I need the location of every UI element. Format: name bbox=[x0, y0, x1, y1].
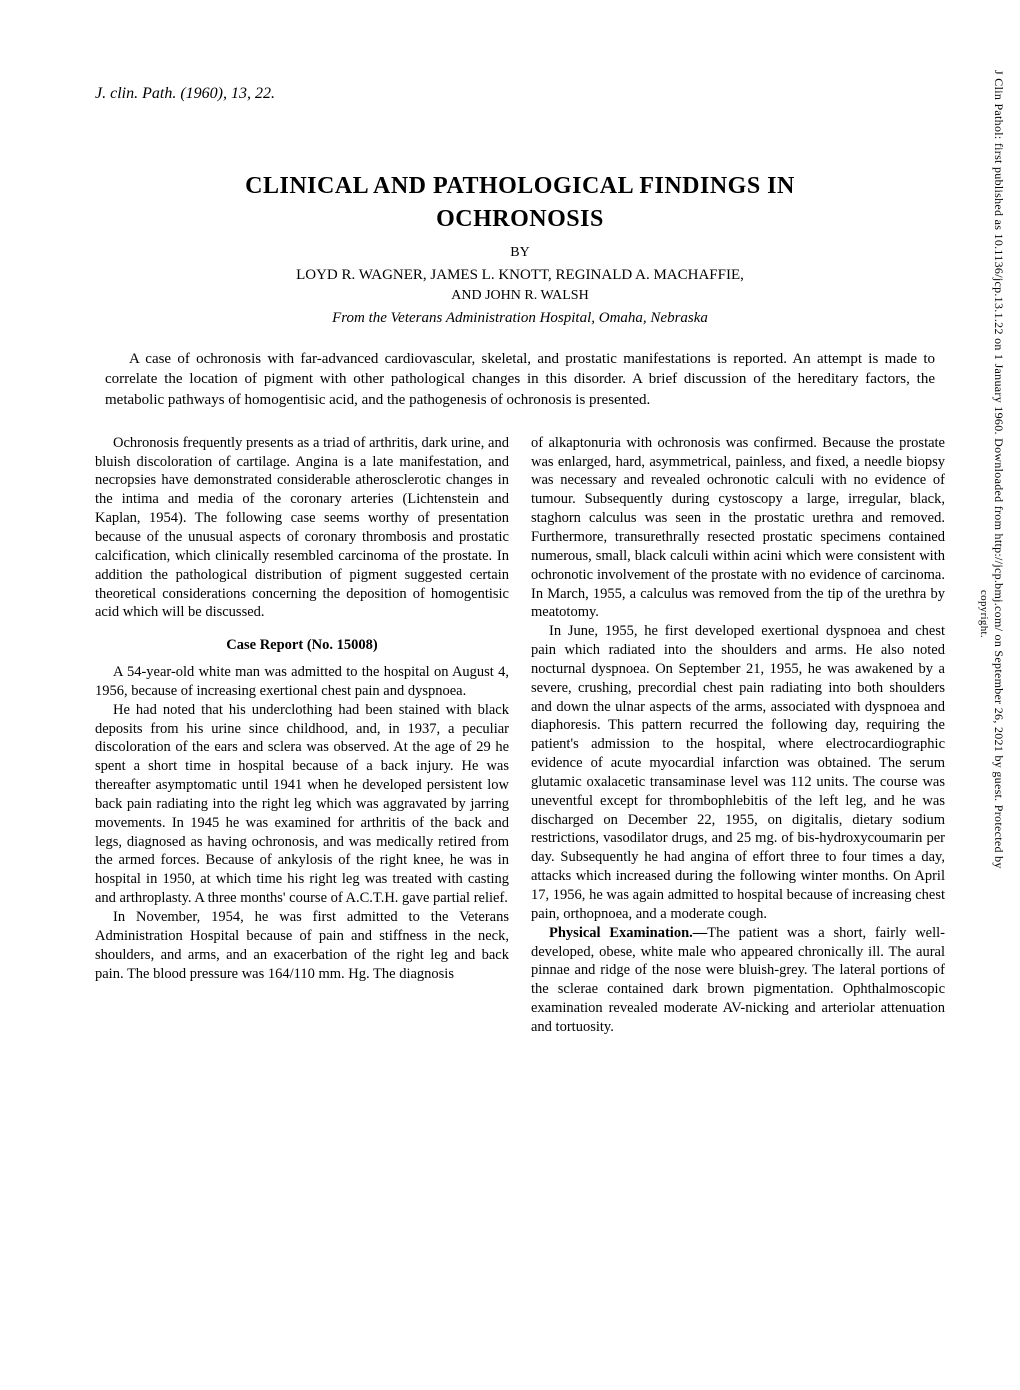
authors-line1: LOYD R. WAGNER, JAMES L. KNOTT, REGINALD… bbox=[95, 267, 945, 284]
right-paragraph-1: of alkaptonuria with ochronosis was conf… bbox=[531, 434, 945, 622]
case-paragraph-2: He had noted that his underclothing had … bbox=[95, 701, 509, 908]
abstract-text: A case of ochronosis with far-advanced c… bbox=[105, 349, 935, 410]
physical-exam-paragraph: Physical Examination.—The patient was a … bbox=[531, 924, 945, 1037]
left-column: Ochronosis frequently presents as a tria… bbox=[95, 434, 509, 1037]
sidebar-text: J Clin Pathol: first published as 10.113… bbox=[992, 70, 1006, 869]
case-paragraph-3: In November, 1954, he was first admitted… bbox=[95, 908, 509, 983]
sidebar-copyright: copyright. bbox=[978, 590, 990, 638]
article-title-line2: OCHRONOSIS bbox=[95, 206, 945, 233]
by-label: BY bbox=[95, 245, 945, 261]
authors-line2: AND JOHN R. WALSH bbox=[95, 288, 945, 304]
case-report-heading: Case Report (No. 15008) bbox=[95, 636, 509, 655]
body-columns: Ochronosis frequently presents as a tria… bbox=[95, 434, 945, 1037]
physical-exam-text: The patient was a short, fairly well-dev… bbox=[531, 925, 945, 1035]
right-column: of alkaptonuria with ochronosis was conf… bbox=[531, 434, 945, 1037]
physical-exam-label: Physical Examination.— bbox=[549, 925, 707, 941]
case-paragraph-1: A 54-year-old white man was admitted to … bbox=[95, 663, 509, 701]
right-paragraph-2: In June, 1955, he first developed exerti… bbox=[531, 622, 945, 924]
download-sidebar: J Clin Pathol: first published as 10.113… bbox=[991, 70, 1006, 1330]
article-title-line1: CLINICAL AND PATHOLOGICAL FINDINGS IN bbox=[95, 173, 945, 200]
journal-citation: J. clin. Path. (1960), 13, 22. bbox=[95, 85, 945, 103]
affiliation: From the Veterans Administration Hospita… bbox=[95, 310, 945, 327]
intro-paragraph: Ochronosis frequently presents as a tria… bbox=[95, 434, 509, 622]
